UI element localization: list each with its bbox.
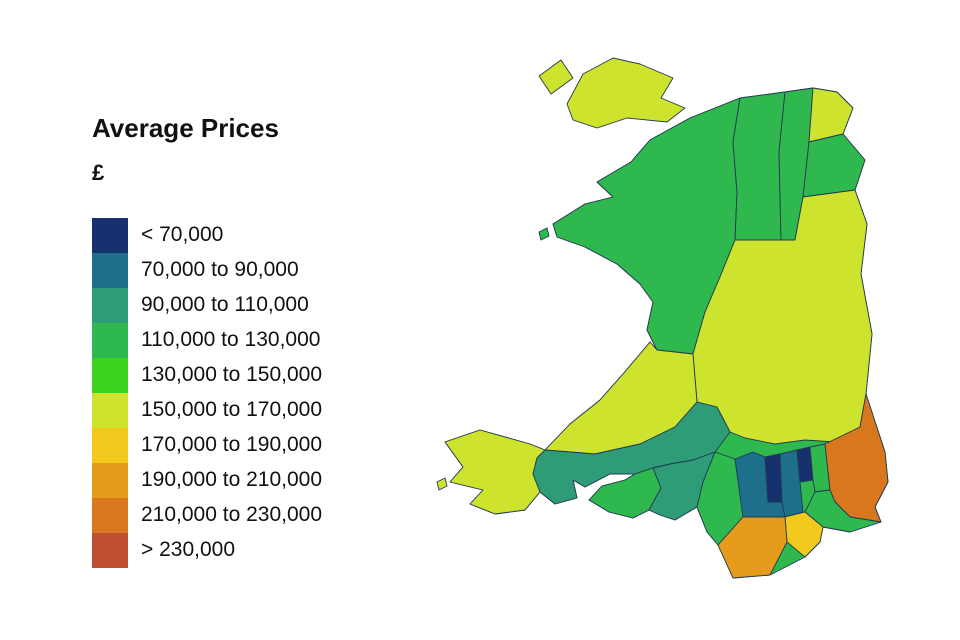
- region-vale-of-glamorgan: [717, 516, 788, 579]
- legend-row: 110,000 to 130,000: [92, 322, 422, 358]
- legend-label: 150,000 to 170,000: [141, 398, 323, 422]
- legend-label: < 70,000: [141, 223, 224, 247]
- legend-swatch: [92, 217, 128, 253]
- legend-label: 130,000 to 150,000: [141, 363, 323, 387]
- legend-swatch: [92, 497, 128, 533]
- currency-label: £: [92, 159, 105, 185]
- legend-row: 70,000 to 90,000: [92, 252, 422, 288]
- region-wrexham: [802, 133, 866, 198]
- skomer-island: [436, 477, 448, 491]
- legend-row: 170,000 to 190,000: [92, 427, 422, 463]
- legend-title: Average Prices: [92, 113, 279, 143]
- legend-row: 130,000 to 150,000: [92, 357, 422, 393]
- legend-label: 70,000 to 90,000: [141, 258, 299, 282]
- wales-choropleth-map: [435, 12, 935, 628]
- legend-label: 190,000 to 210,000: [141, 468, 323, 492]
- legend-row: > 230,000: [92, 532, 422, 568]
- legend: Average Prices £ < 70,000 70,000 to 90,0…: [92, 113, 422, 568]
- region-pembrokeshire: [444, 429, 546, 515]
- legend-swatch: [92, 357, 128, 393]
- legend-swatch: [92, 532, 128, 568]
- legend-label: 170,000 to 190,000: [141, 433, 323, 457]
- legend-swatch: [92, 462, 128, 498]
- legend-swatch: [92, 427, 128, 463]
- region-conwy: [732, 91, 786, 241]
- legend-scale: < 70,000 70,000 to 90,000 90,000 to 110,…: [92, 217, 422, 568]
- legend-swatch: [92, 322, 128, 358]
- legend-swatch: [92, 252, 128, 288]
- legend-row: < 70,000: [92, 217, 422, 253]
- legend-row: 190,000 to 210,000: [92, 462, 422, 498]
- legend-label: 110,000 to 130,000: [141, 328, 321, 352]
- legend-row: 90,000 to 110,000: [92, 287, 422, 323]
- legend-row: 150,000 to 170,000: [92, 392, 422, 428]
- region-isle-of-anglesey: [566, 57, 686, 129]
- region-flintshire: [808, 87, 854, 143]
- legend-swatch: [92, 392, 128, 428]
- legend-row: 210,000 to 230,000: [92, 497, 422, 533]
- holy-island: [538, 59, 574, 95]
- bardsey-island: [538, 227, 550, 241]
- legend-label: 210,000 to 230,000: [141, 503, 323, 527]
- legend-label: > 230,000: [141, 538, 236, 562]
- legend-label: 90,000 to 110,000: [141, 293, 309, 317]
- map-svg: [436, 57, 889, 579]
- region-merthyr-tydfil: [764, 453, 783, 503]
- legend-swatch: [92, 287, 128, 323]
